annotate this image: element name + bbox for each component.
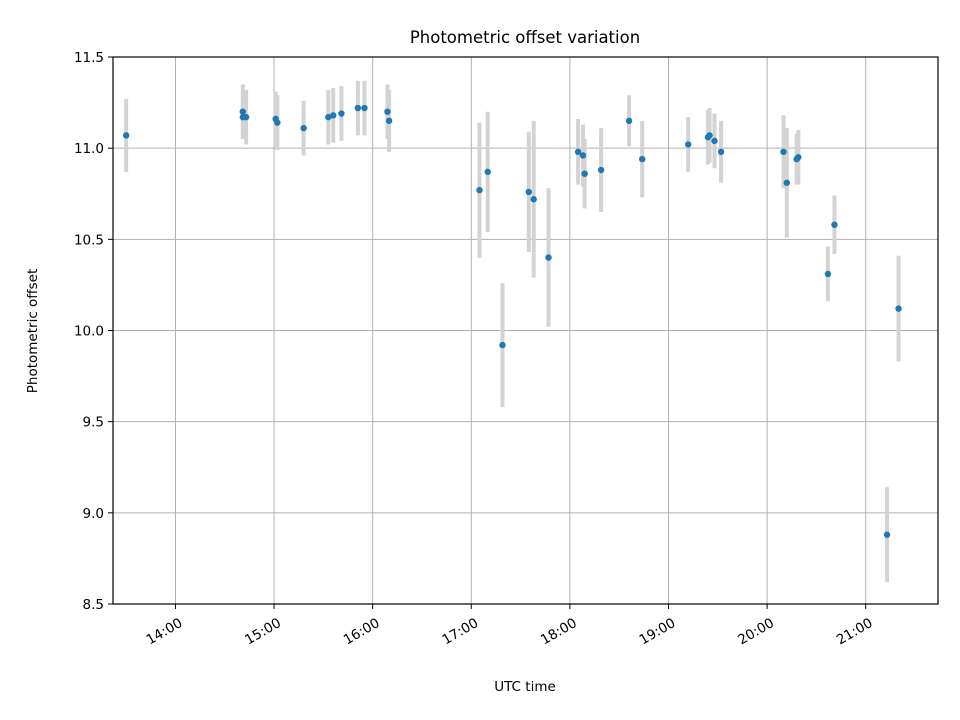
errorbar-layer xyxy=(124,80,901,583)
data-point xyxy=(530,196,537,203)
data-point xyxy=(361,104,368,112)
x-tick-label: 19:00 xyxy=(637,615,679,648)
data-point xyxy=(574,148,582,156)
y-tick-label: 9.0 xyxy=(83,506,104,522)
y-tick-label: 8.5 xyxy=(83,597,104,613)
data-point xyxy=(638,155,646,163)
data-point xyxy=(476,186,483,194)
data-point xyxy=(684,141,692,148)
data-point xyxy=(274,119,281,126)
x-tick-label: 15:00 xyxy=(242,615,284,648)
data-point xyxy=(239,108,247,115)
data-point xyxy=(597,166,605,174)
x-tick-label: 17:00 xyxy=(439,615,481,648)
data-point xyxy=(122,132,130,139)
chart-title: Photometric offset variation xyxy=(410,28,640,47)
data-point xyxy=(717,148,725,156)
y-tick-label: 10.5 xyxy=(74,232,104,248)
data-point xyxy=(581,170,588,177)
y-tick-label: 11.0 xyxy=(74,141,104,157)
data-point xyxy=(338,110,345,117)
grid-layer xyxy=(113,56,938,605)
data-point xyxy=(711,137,718,145)
y-axis-label: Photometric offset xyxy=(25,269,41,393)
data-point xyxy=(883,531,891,538)
x-tick-label: 18:00 xyxy=(538,615,580,648)
point-layer xyxy=(122,104,902,538)
y-tick-label: 11.5 xyxy=(74,50,104,66)
data-point xyxy=(499,341,506,349)
data-point xyxy=(484,168,491,176)
x-tick-label: 20:00 xyxy=(735,615,777,648)
data-point xyxy=(795,154,802,161)
data-point xyxy=(242,113,250,121)
data-point xyxy=(579,152,587,159)
data-point xyxy=(525,188,532,196)
x-axis-label: UTC time xyxy=(494,679,556,695)
y-tick-label: 9.5 xyxy=(83,415,104,431)
data-point xyxy=(783,179,791,187)
data-point xyxy=(706,132,713,139)
x-tick-label: 16:00 xyxy=(341,615,383,648)
data-point xyxy=(895,305,902,312)
tick-layer: 14:00 15:00 16:00 17:00 18:00 19:00 20:00 21:00… xyxy=(74,50,876,648)
data-point xyxy=(300,124,307,132)
data-point xyxy=(384,108,391,115)
data-point xyxy=(354,104,362,112)
data-point xyxy=(330,112,337,119)
x-tick-label: 14:00 xyxy=(144,615,186,648)
data-point xyxy=(824,270,832,278)
x-tick-label: 21:00 xyxy=(834,615,876,648)
data-point xyxy=(325,113,332,121)
data-point xyxy=(545,254,552,261)
data-point xyxy=(831,221,838,228)
data-point xyxy=(625,117,633,125)
data-point xyxy=(780,148,787,156)
data-point xyxy=(385,117,393,125)
y-tick-label: 10.0 xyxy=(74,324,104,340)
